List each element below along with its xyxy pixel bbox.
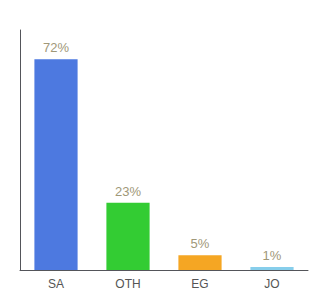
svg-text:JO: JO [264,277,279,291]
svg-text:1%: 1% [263,248,282,263]
svg-text:5%: 5% [191,236,210,251]
svg-text:23%: 23% [115,184,141,199]
svg-text:OTH: OTH [115,277,140,291]
svg-text:SA: SA [48,277,64,291]
svg-text:72%: 72% [43,40,69,55]
svg-text:EG: EG [191,277,208,291]
